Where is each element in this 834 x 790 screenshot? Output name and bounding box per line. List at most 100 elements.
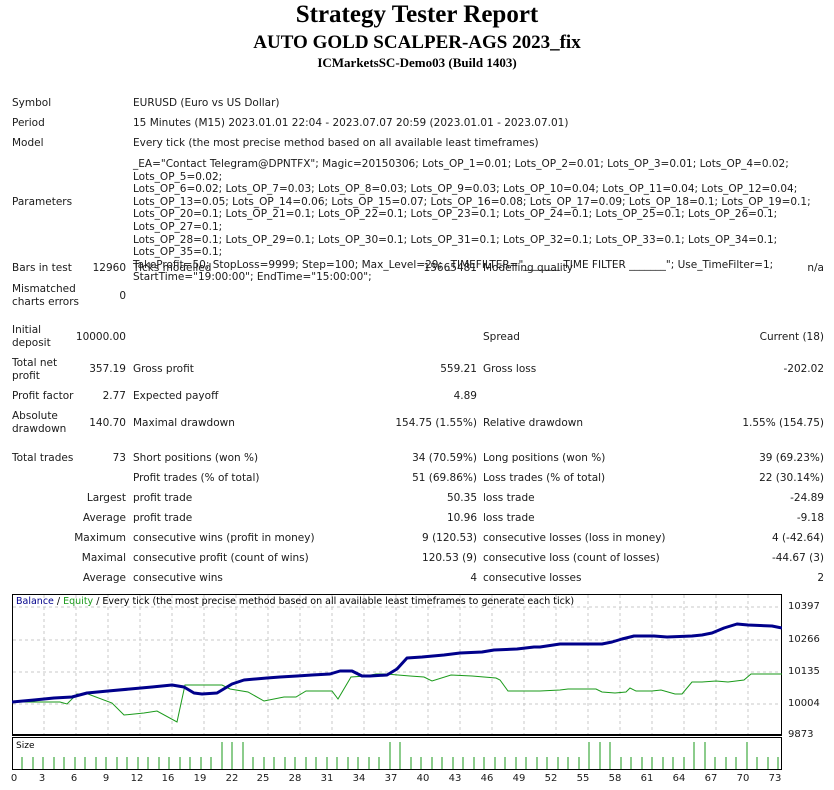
reldd-label: Relative drawdown: [483, 417, 584, 429]
avg-cons-wins-value: 4: [470, 572, 477, 584]
maximal-profit-value: 120.53 (9): [422, 552, 477, 564]
x-tick-label: 16: [161, 773, 175, 784]
x-tick-label: 28: [288, 773, 302, 784]
x-tick-label: 52: [544, 773, 558, 784]
maximal-profit-label: consecutive profit (count of wins): [133, 552, 309, 564]
x-tick-label: 55: [576, 773, 590, 784]
legend-equity: Equity: [63, 596, 94, 607]
profit-trades-label: Profit trades (% of total): [133, 472, 260, 484]
period-value: 15 Minutes (M15) 2023.01.01 22:04 - 2023…: [133, 117, 569, 129]
x-tick-label: 70: [736, 773, 750, 784]
maximal-label: Maximal: [81, 552, 126, 564]
spread-value: Current (18): [759, 331, 824, 343]
model-label: Model: [12, 137, 44, 149]
quality-value: n/a: [807, 262, 824, 274]
legend-balance: Balance: [16, 596, 54, 607]
deposit-label-2: deposit: [12, 337, 51, 349]
x-tick-label: 64: [672, 773, 686, 784]
model-value: Every tick (the most precise method base…: [133, 137, 539, 149]
profit-factor-value: 2.77: [102, 390, 126, 402]
total-trades-value: 73: [112, 452, 126, 464]
period-label: Period: [12, 117, 45, 129]
loss-trades-label: Loss trades (% of total): [483, 472, 606, 484]
reldd-value: 1.55% (154.75): [742, 417, 824, 429]
x-tick-label: 49: [512, 773, 526, 784]
short-positions-label: Short positions (won %): [133, 452, 259, 464]
largest-profit-label: profit trade: [133, 492, 193, 504]
avg-cons-losses-label: consecutive losses: [483, 572, 582, 584]
long-positions-label: Long positions (won %): [483, 452, 606, 464]
loss-trades-value: 22 (30.14%): [759, 472, 824, 484]
y-tick-label: 10135: [788, 666, 820, 677]
x-tick-label: 46: [480, 773, 494, 784]
netprofit-label-2: profit: [12, 370, 40, 382]
x-tick-label: 12: [130, 773, 144, 784]
chart-svg: [11, 594, 785, 770]
absdd-label-1: Absolute: [12, 410, 58, 422]
largest-loss-value: -24.89: [790, 492, 824, 504]
absdd-label-2: drawdown: [12, 423, 67, 435]
average-profit-value: 10.96: [446, 512, 477, 524]
x-tick-label: 31: [320, 773, 334, 784]
maxdd-label: Maximal drawdown: [133, 417, 235, 429]
balance-line: [11, 622, 783, 704]
x-tick-label: 6: [70, 773, 78, 784]
x-tick-label: 9: [102, 773, 110, 784]
x-tick-label: 40: [416, 773, 430, 784]
x-tick-label: 61: [640, 773, 654, 784]
legend-description: / Every tick (the most precise method ba…: [93, 596, 575, 607]
x-tick-label: 0: [10, 773, 18, 784]
largest-label: Largest: [86, 492, 126, 504]
quality-label: Modelling quality: [483, 262, 573, 274]
y-tick-label: 10397: [788, 601, 820, 612]
x-tick-label: 43: [448, 773, 462, 784]
y-tick-label: 10266: [788, 634, 820, 645]
max-cons-wins-label: consecutive wins (profit in money): [133, 532, 315, 544]
mismatch-value: 0: [119, 290, 126, 302]
x-tick-label: 3: [38, 773, 46, 784]
parameters-value: _EA="Contact Telegram@DPNTFX"; Magic=201…: [133, 158, 811, 284]
average2-label: Average: [82, 572, 126, 584]
report-title: Strategy Tester Report: [295, 1, 539, 28]
average-loss-value: -9.18: [796, 512, 824, 524]
chart-legend: Balance / Equity / Every tick (the most …: [16, 596, 574, 608]
largest-loss-label: loss trade: [483, 492, 535, 504]
balance-equity-chart: Balance / Equity / Every tick (the most …: [11, 594, 785, 770]
grid-lines: [13, 595, 781, 734]
x-tick-label: 37: [384, 773, 398, 784]
profit-factor-label: Profit factor: [12, 390, 74, 402]
largest-profit-value: 50.35: [446, 492, 477, 504]
size-bars: [21, 742, 779, 769]
x-tick-label: 58: [608, 773, 622, 784]
grossloss-value: -202.02: [783, 363, 824, 375]
expected-payoff-label: Expected payoff: [133, 390, 219, 402]
spread-label: Spread: [483, 331, 520, 343]
average-profit-label: profit trade: [133, 512, 193, 524]
average-label: Average: [82, 512, 126, 524]
ticks-label: Ticks modelled: [133, 262, 212, 274]
server-build: ICMarketsSC-Demo03 (Build 1403): [317, 55, 517, 70]
y-tick-label: 10004: [788, 698, 820, 709]
size-panel-label: Size: [16, 741, 35, 751]
max-cons-losses-value: 4 (-42.64): [771, 532, 824, 544]
mismatch-label-2: charts errors: [12, 296, 79, 308]
maximum-label: Maximum: [74, 532, 126, 544]
grossprofit-value: 559.21: [440, 363, 477, 375]
long-positions-value: 39 (69.23%): [759, 452, 824, 464]
avg-cons-losses-value: 2: [817, 572, 824, 584]
x-tick-label: 34: [352, 773, 366, 784]
symbol-value: EURUSD (Euro vs US Dollar): [133, 97, 280, 109]
mismatch-label-1: Mismatched: [12, 283, 76, 295]
equity-line: [12, 673, 782, 723]
maximal-loss-value: -44.67 (3): [771, 552, 824, 564]
grossprofit-label: Gross profit: [133, 363, 194, 375]
profit-trades-value: 51 (69.86%): [412, 472, 477, 484]
maxdd-value: 154.75 (1.55%): [395, 417, 477, 429]
x-tick-label: 19: [193, 773, 207, 784]
parameters-label: Parameters: [12, 196, 73, 208]
max-cons-wins-value: 9 (120.53): [422, 532, 477, 544]
x-tick-label: 22: [225, 773, 239, 784]
x-tick-label: 67: [704, 773, 718, 784]
total-trades-label: Total trades: [12, 452, 74, 464]
bars-label: Bars in test: [12, 262, 72, 274]
